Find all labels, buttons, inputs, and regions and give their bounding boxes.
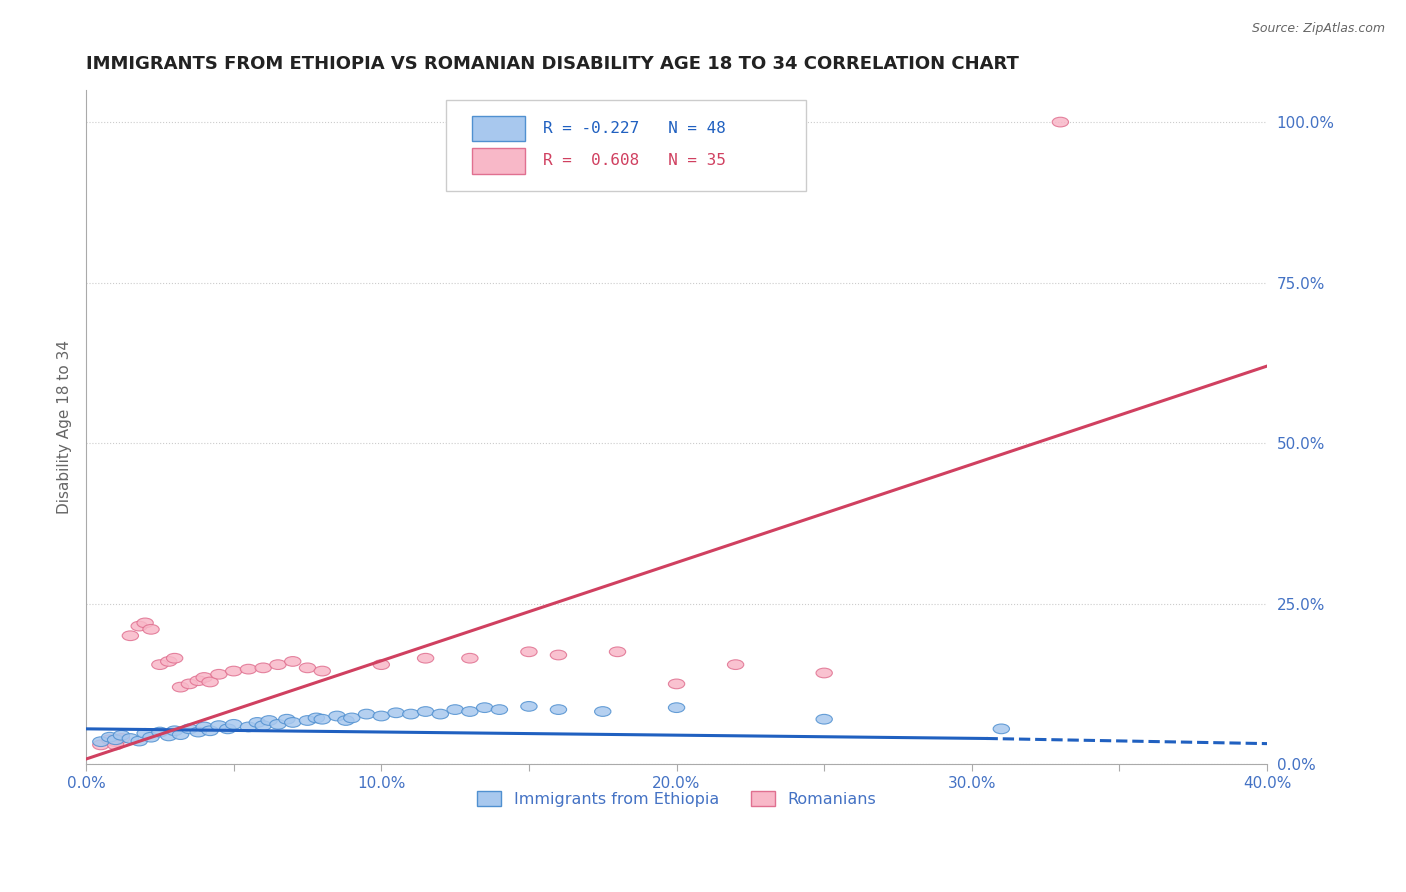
Ellipse shape bbox=[131, 736, 148, 746]
Ellipse shape bbox=[432, 709, 449, 719]
Ellipse shape bbox=[122, 631, 139, 640]
Ellipse shape bbox=[181, 724, 198, 734]
Ellipse shape bbox=[190, 727, 207, 737]
Ellipse shape bbox=[550, 650, 567, 660]
Ellipse shape bbox=[520, 647, 537, 657]
Ellipse shape bbox=[173, 682, 188, 692]
Text: R = -0.227   N = 48: R = -0.227 N = 48 bbox=[543, 121, 725, 136]
Ellipse shape bbox=[461, 653, 478, 663]
FancyBboxPatch shape bbox=[472, 148, 526, 174]
Ellipse shape bbox=[343, 713, 360, 723]
Ellipse shape bbox=[550, 705, 567, 714]
Ellipse shape bbox=[122, 733, 139, 743]
Ellipse shape bbox=[418, 653, 434, 663]
Ellipse shape bbox=[166, 726, 183, 736]
Ellipse shape bbox=[815, 668, 832, 678]
Ellipse shape bbox=[359, 709, 375, 719]
Ellipse shape bbox=[418, 706, 434, 716]
Ellipse shape bbox=[284, 717, 301, 727]
Ellipse shape bbox=[727, 660, 744, 670]
Ellipse shape bbox=[225, 720, 242, 729]
Ellipse shape bbox=[278, 714, 295, 724]
Ellipse shape bbox=[131, 621, 148, 631]
Ellipse shape bbox=[609, 647, 626, 657]
Ellipse shape bbox=[1052, 117, 1069, 127]
Ellipse shape bbox=[211, 721, 228, 731]
Ellipse shape bbox=[299, 715, 316, 725]
Ellipse shape bbox=[815, 714, 832, 724]
Ellipse shape bbox=[447, 705, 464, 714]
Ellipse shape bbox=[166, 653, 183, 663]
Ellipse shape bbox=[202, 677, 218, 687]
Ellipse shape bbox=[284, 657, 301, 666]
Text: IMMIGRANTS FROM ETHIOPIA VS ROMANIAN DISABILITY AGE 18 TO 34 CORRELATION CHART: IMMIGRANTS FROM ETHIOPIA VS ROMANIAN DIS… bbox=[86, 55, 1019, 73]
Ellipse shape bbox=[225, 666, 242, 676]
Text: Source: ZipAtlas.com: Source: ZipAtlas.com bbox=[1251, 22, 1385, 36]
Ellipse shape bbox=[329, 711, 346, 721]
Ellipse shape bbox=[373, 711, 389, 721]
Ellipse shape bbox=[114, 733, 129, 743]
Ellipse shape bbox=[254, 663, 271, 673]
Ellipse shape bbox=[107, 735, 124, 745]
Ellipse shape bbox=[477, 703, 494, 713]
Ellipse shape bbox=[402, 709, 419, 719]
FancyBboxPatch shape bbox=[446, 100, 807, 191]
Y-axis label: Disability Age 18 to 34: Disability Age 18 to 34 bbox=[58, 340, 72, 514]
Ellipse shape bbox=[993, 724, 1010, 734]
Ellipse shape bbox=[254, 721, 271, 731]
Ellipse shape bbox=[249, 717, 266, 727]
Ellipse shape bbox=[160, 731, 177, 740]
Ellipse shape bbox=[211, 669, 228, 679]
Ellipse shape bbox=[136, 729, 153, 739]
Ellipse shape bbox=[101, 735, 118, 745]
Ellipse shape bbox=[337, 715, 354, 725]
Ellipse shape bbox=[152, 660, 169, 670]
Ellipse shape bbox=[314, 714, 330, 724]
Ellipse shape bbox=[93, 737, 110, 747]
Ellipse shape bbox=[240, 723, 257, 731]
Ellipse shape bbox=[143, 624, 159, 634]
Ellipse shape bbox=[491, 705, 508, 714]
Legend: Immigrants from Ethiopia, Romanians: Immigrants from Ethiopia, Romanians bbox=[471, 785, 883, 814]
Ellipse shape bbox=[668, 703, 685, 713]
Ellipse shape bbox=[107, 737, 124, 747]
Ellipse shape bbox=[202, 726, 218, 736]
Ellipse shape bbox=[668, 679, 685, 689]
Ellipse shape bbox=[520, 701, 537, 711]
Ellipse shape bbox=[219, 724, 236, 734]
Ellipse shape bbox=[181, 679, 198, 689]
Ellipse shape bbox=[152, 727, 169, 737]
Ellipse shape bbox=[195, 673, 212, 682]
Ellipse shape bbox=[299, 663, 316, 673]
Ellipse shape bbox=[114, 731, 129, 740]
Ellipse shape bbox=[595, 706, 612, 716]
Ellipse shape bbox=[388, 708, 405, 718]
FancyBboxPatch shape bbox=[472, 116, 526, 141]
Ellipse shape bbox=[136, 618, 153, 628]
Ellipse shape bbox=[101, 732, 118, 742]
Ellipse shape bbox=[173, 730, 188, 739]
Ellipse shape bbox=[93, 740, 110, 750]
Ellipse shape bbox=[373, 660, 389, 670]
Ellipse shape bbox=[314, 666, 330, 676]
Ellipse shape bbox=[308, 713, 325, 723]
Ellipse shape bbox=[270, 720, 287, 729]
Ellipse shape bbox=[270, 660, 287, 670]
Ellipse shape bbox=[190, 676, 207, 686]
Ellipse shape bbox=[160, 657, 177, 666]
Ellipse shape bbox=[143, 732, 159, 742]
Ellipse shape bbox=[107, 740, 124, 750]
Text: R =  0.608   N = 35: R = 0.608 N = 35 bbox=[543, 153, 725, 169]
Ellipse shape bbox=[195, 723, 212, 731]
Ellipse shape bbox=[262, 715, 277, 725]
Ellipse shape bbox=[461, 706, 478, 716]
Ellipse shape bbox=[240, 665, 257, 674]
